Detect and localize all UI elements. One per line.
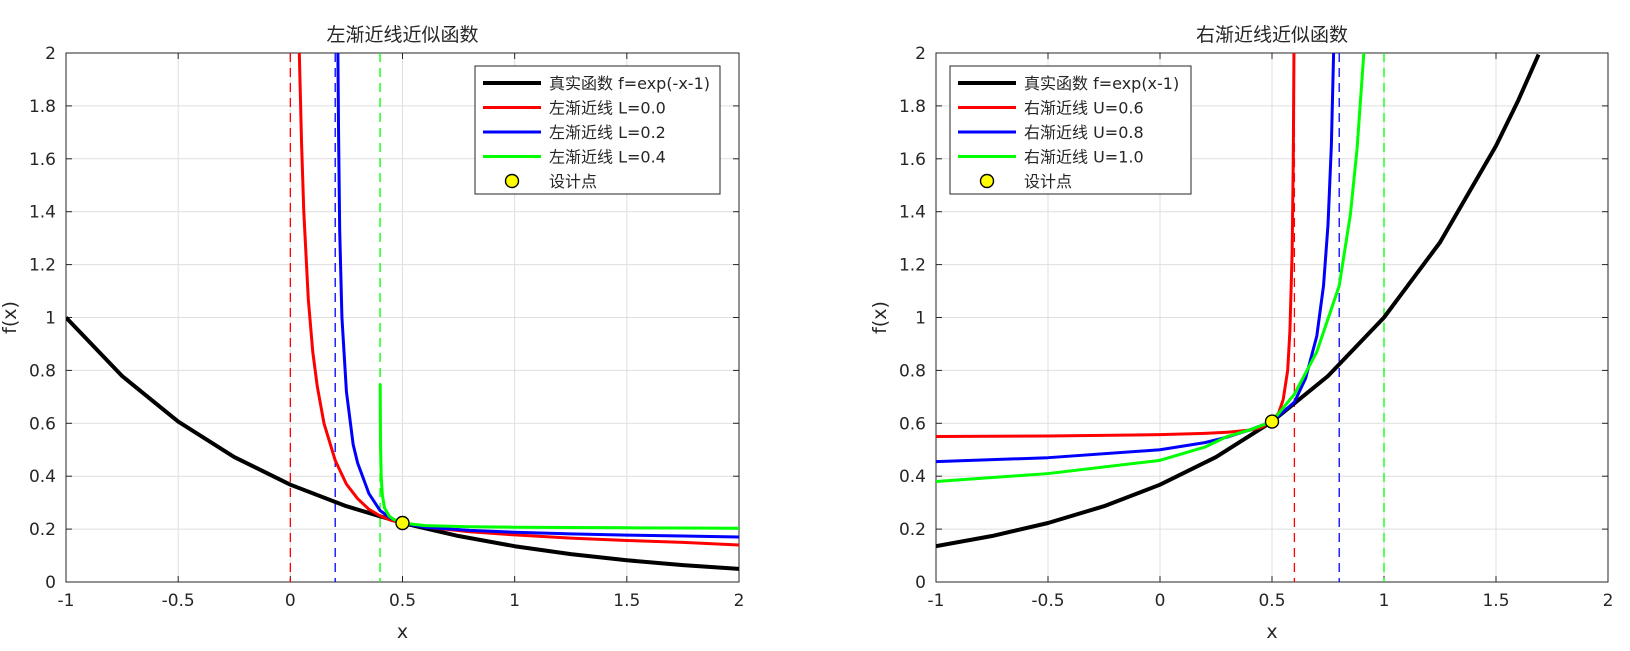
y-tick-label: 0 — [915, 573, 926, 593]
y-tick-label: 1.2 — [29, 256, 56, 276]
left-chart-panel: -1 -0.5 0 0.5 1 1.5 2 0 0.2 0.4 0.6 0.8 1 1.2 1.4 1.6 1.… — [0, 24, 744, 643]
y-tick-label: 1.6 — [899, 150, 926, 170]
y-tick-label: 1.2 — [899, 256, 926, 276]
design-point-marker — [395, 515, 410, 531]
series-line — [297, 53, 739, 547]
right-chart-panel: -1 -0.5 0 0.5 1 1.5 2 0 0.2 0.4 0.6 0.8 1 1.2 1.4 1.6 1.… — [869, 24, 1613, 643]
design-point-marker — [1264, 414, 1280, 429]
legend-box — [949, 65, 1192, 195]
x-tick-label: 1.5 — [1482, 591, 1509, 611]
legend-entry-label: 右渐近线 U=0.6 — [1024, 99, 1144, 118]
y-axis-label: f(x) — [0, 301, 21, 334]
y-tick-label: 0.6 — [899, 414, 926, 434]
x-tick-label: 0.5 — [389, 591, 416, 611]
y-tick-label: 1 — [45, 309, 56, 329]
x-tick-label: -0.5 — [162, 591, 195, 611]
x-tick-label: 0 — [285, 591, 296, 611]
x-tick-label: 1 — [1379, 591, 1390, 611]
y-tick-label: 0.2 — [899, 520, 926, 540]
legend-entry-label: 真实函数 f=exp(-x-1) — [549, 74, 710, 93]
x-tick-label: -0.5 — [1031, 591, 1064, 611]
x-tick-label: 0 — [1155, 591, 1166, 611]
x-tick-label: 2 — [1603, 591, 1614, 611]
y-tick-label: 1.6 — [29, 150, 56, 170]
x-tick-label: -1 — [928, 591, 945, 611]
y-tick-label: 0.4 — [899, 467, 926, 487]
y-tick-label: 0.6 — [29, 414, 56, 434]
legend-entry-label: 左渐近线 L=0.4 — [549, 148, 666, 167]
series-line — [378, 383, 739, 530]
x-tick-label: -1 — [58, 591, 75, 611]
x-axis-label: x — [1266, 621, 1277, 643]
legend-entry-label: 左渐近线 L=0.0 — [549, 99, 666, 118]
legend: 真实函数 f=exp(x-1) 右渐近线 U=0.6 右渐近线 U=0.8 右渐近线 … — [949, 65, 1192, 195]
legend-marker — [504, 173, 520, 189]
legend-entry-label: 右渐近线 U=0.8 — [1024, 123, 1144, 142]
legend-entry-label: 设计点 — [1024, 172, 1072, 191]
series-line — [336, 53, 739, 539]
legend-entry-label: 真实函数 f=exp(x-1) — [1024, 74, 1179, 93]
y-tick-label: 1.4 — [899, 203, 926, 223]
y-tick-label: 0.2 — [29, 520, 56, 540]
y-axis-label: f(x) — [869, 301, 891, 334]
series-line — [936, 53, 1336, 464]
chart-title: 左渐近线近似函数 — [326, 24, 478, 46]
y-tick-label: 2 — [45, 44, 56, 64]
legend-box — [474, 65, 721, 195]
legend-entry-label: 左渐近线 L=0.2 — [549, 123, 666, 142]
y-tick-label: 0.8 — [899, 361, 926, 381]
x-tick-label: 2 — [734, 591, 745, 611]
y-tick-label: 1.4 — [29, 203, 56, 223]
y-tick-label: 0.4 — [29, 467, 56, 487]
y-tick-label: 1.8 — [29, 97, 56, 117]
y-tick-label: 0.8 — [29, 361, 56, 381]
legend-marker — [979, 173, 995, 189]
legend: 真实函数 f=exp(-x-1) 左渐近线 L=0.0 左渐近线 L=0.2 左渐近线… — [474, 65, 721, 195]
legend-entry-label: 右渐近线 U=1.0 — [1024, 148, 1144, 167]
x-tick-label: 0.5 — [1258, 591, 1285, 611]
x-tick-label: 1 — [509, 591, 520, 611]
y-tick-label: 0 — [45, 573, 56, 593]
chart-title: 右渐近线近似函数 — [1196, 24, 1348, 46]
legend-entry-label: 设计点 — [549, 172, 597, 191]
x-axis-label: x — [397, 621, 408, 643]
y-tick-label: 1.8 — [899, 97, 926, 117]
y-tick-label: 1 — [915, 309, 926, 329]
x-tick-label: 1.5 — [613, 591, 640, 611]
y-tick-label: 2 — [915, 44, 926, 64]
